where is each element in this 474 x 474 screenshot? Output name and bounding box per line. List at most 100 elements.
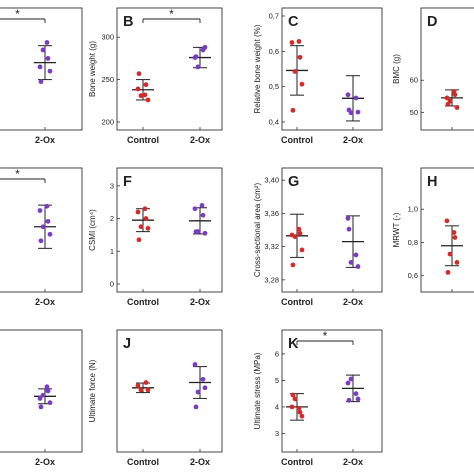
- data-point: [202, 44, 208, 50]
- data-point: [37, 208, 43, 213]
- x-category-label: 2-Ox: [343, 297, 363, 307]
- data-point: [353, 391, 359, 397]
- y-tick-label: 3,36: [264, 209, 279, 218]
- data-point: [299, 413, 305, 419]
- panel-F: F 0 1 2 3 CSMI (cm⁴) Control 2-Ox: [88, 167, 223, 307]
- data-point: [290, 107, 296, 113]
- data-point: [297, 409, 303, 415]
- panel-label: H: [427, 174, 437, 190]
- data-point: [355, 109, 361, 115]
- y-tick-label: 3: [110, 181, 114, 190]
- data-point: [40, 392, 46, 398]
- y-axis-label: CSMI (cm⁴): [88, 209, 97, 251]
- data-point: [289, 404, 295, 410]
- x-category-label: Control: [281, 297, 313, 307]
- x-category-label: 2-Ox: [190, 457, 210, 467]
- data-point: [37, 396, 43, 401]
- x-category-label: 2-Ox: [35, 457, 55, 467]
- y-tick-label: 60: [410, 76, 418, 85]
- data-point: [38, 238, 44, 244]
- panel-B: B 200 250 300 Bone weight (g) Control 2-Ox *: [88, 7, 223, 145]
- x-category-label: Control: [127, 457, 159, 467]
- y-axis-label: Bone weight (g): [88, 41, 97, 97]
- data-point: [290, 262, 296, 268]
- data-point: [193, 229, 199, 235]
- data-point: [136, 71, 142, 77]
- panel-frame: [116, 329, 223, 453]
- data-point: [296, 405, 302, 411]
- x-category-label: 2-Ox: [35, 297, 55, 307]
- data-point: [444, 218, 450, 224]
- data-point: [451, 230, 457, 235]
- y-axis-label: Relative bone weight (%): [253, 24, 262, 113]
- data-point: [290, 392, 296, 398]
- x-category-label: Control: [127, 135, 159, 145]
- panel-H: H 0,6 0,8 1,0 MRWT (-): [392, 167, 474, 293]
- data-point: [143, 380, 149, 385]
- data-point: [45, 218, 51, 224]
- data-point: [454, 260, 460, 265]
- y-tick-label: 4: [275, 402, 279, 411]
- data-point: [47, 400, 53, 406]
- data-point: [345, 215, 351, 221]
- y-tick-label: 50: [410, 108, 418, 117]
- data-point: [452, 235, 458, 240]
- y-tick-label: 0,6: [408, 271, 418, 280]
- data-point: [138, 224, 144, 230]
- data-point: [38, 404, 44, 410]
- y-axis-label: Cross-sectional area (cm²): [253, 183, 262, 278]
- data-point: [37, 64, 43, 70]
- y-tick-label: 3,28: [264, 275, 279, 284]
- data-point: [145, 97, 151, 103]
- y-tick-label: 6: [275, 349, 279, 358]
- panel-frame: [0, 329, 83, 453]
- data-point: [138, 93, 144, 99]
- panel-label: D: [427, 14, 437, 30]
- y-axis-label: BMC (g): [392, 54, 401, 84]
- data-point: [200, 212, 206, 218]
- data-point: [195, 389, 201, 395]
- data-point: [296, 39, 302, 44]
- panel-frame: [281, 167, 383, 293]
- y-tick-label: 3,32: [264, 242, 279, 251]
- data-point: [355, 396, 361, 402]
- y-tick-label: 0,8: [408, 238, 418, 247]
- data-point: [192, 362, 198, 367]
- panel-frame: [281, 329, 383, 453]
- panel-frame: [281, 7, 383, 131]
- data-point: [193, 54, 199, 60]
- x-category-label: Control: [127, 297, 159, 307]
- y-tick-label: 1,0: [408, 205, 418, 214]
- data-point: [355, 264, 361, 269]
- data-point: [135, 86, 141, 92]
- panel-label: F: [123, 174, 132, 190]
- data-point: [199, 203, 205, 208]
- data-point: [44, 384, 50, 390]
- data-point: [353, 252, 359, 258]
- panel-D: D 50 60 BMC (g): [392, 7, 474, 131]
- data-point: [145, 387, 151, 393]
- data-point: [299, 81, 305, 87]
- data-point: [45, 388, 51, 394]
- y-tick-label: 250: [101, 75, 114, 84]
- data-point: [348, 376, 354, 382]
- data-point: [143, 216, 149, 221]
- x-category-label: 2-Ox: [190, 297, 210, 307]
- data-point: [135, 383, 141, 389]
- panel-E: 2-Ox *: [0, 167, 83, 307]
- y-tick-label: 200: [101, 118, 114, 127]
- y-tick-label: 5: [275, 376, 279, 385]
- data-point: [136, 237, 142, 243]
- significance-star: *: [15, 167, 20, 181]
- y-axis-label: Ultimate stress (MPa): [253, 352, 262, 429]
- y-axis-label: MRWT (-): [392, 212, 401, 247]
- data-point: [138, 387, 144, 393]
- panel-K: K 3 4 5 6 Ultimate stress (MPa) Control 2-Ox *: [253, 329, 383, 467]
- data-point: [44, 203, 50, 209]
- y-tick-label: 2: [110, 214, 114, 223]
- data-point: [445, 101, 451, 107]
- data-point: [135, 209, 141, 215]
- data-point: [192, 206, 198, 212]
- x-category-label: Control: [281, 457, 313, 467]
